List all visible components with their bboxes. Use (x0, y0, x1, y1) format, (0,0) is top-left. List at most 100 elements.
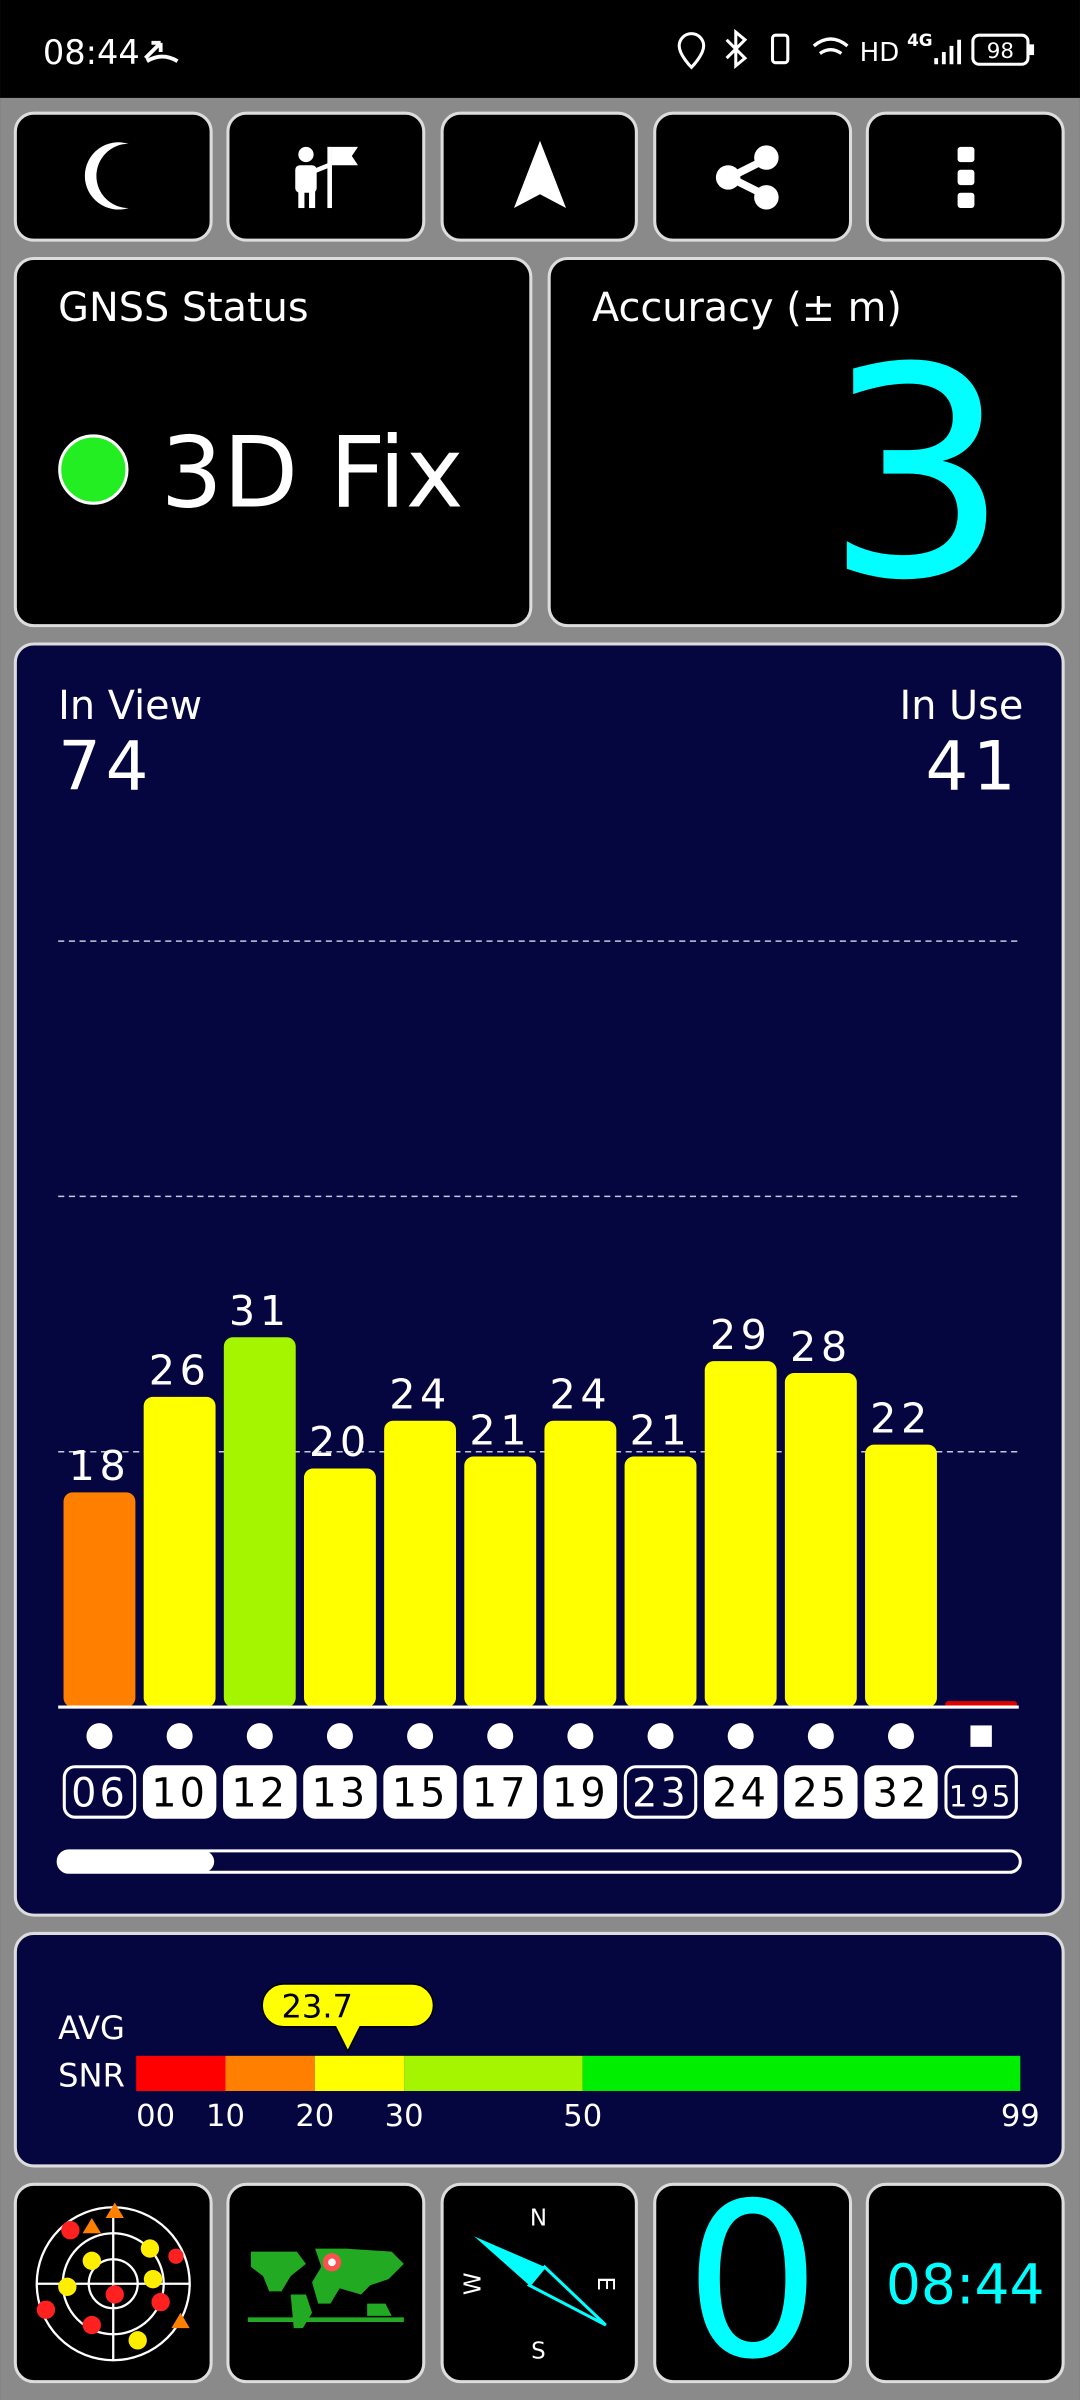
snr-tick-label: 20 (295, 2099, 334, 2134)
satellite-id-box (303, 1765, 377, 1819)
bar (544, 1420, 617, 1708)
snr-tick-label: 10 (206, 2099, 245, 2134)
constellation-marker (887, 1723, 914, 1750)
compass-east: E (592, 2276, 618, 2291)
navigate-icon (513, 140, 567, 209)
snr-segment (225, 2055, 315, 2092)
value-label: 26 (149, 1347, 211, 1395)
avg-marker (261, 1983, 435, 2053)
status-time: 08:44 (43, 33, 140, 72)
battery-outline (971, 33, 1030, 66)
constellation-marker (326, 1723, 353, 1750)
compass-needle-north (474, 2236, 545, 2286)
snr-scale: 00 10 20 30 50 99 23.7 (136, 1983, 1040, 2134)
satellite-id-box (223, 1765, 297, 1819)
bar (143, 1396, 216, 1708)
value-label: 22 (870, 1394, 932, 1442)
satellite-id: 25 (792, 1771, 849, 1817)
value-label: 24 (389, 1370, 451, 1418)
satellite-id: 13 (312, 1771, 369, 1817)
compass-north: N (530, 2206, 547, 2232)
share-icon (715, 145, 779, 210)
satellite-id-box (543, 1765, 618, 1819)
satellite-id-box (864, 1765, 938, 1819)
counter-tile[interactable] (653, 2182, 853, 2384)
satellite-id: 23 (632, 1771, 689, 1817)
toolbar (13, 111, 1065, 242)
gnss-status-card (13, 256, 533, 628)
menu-icon (957, 146, 975, 209)
counter-value: 0 (685, 2157, 821, 2400)
bar (303, 1468, 376, 1708)
scroll-thumb[interactable] (58, 1850, 215, 1873)
survey-icon (295, 146, 358, 209)
bar (384, 1420, 457, 1708)
satellite-id-box (784, 1765, 858, 1819)
satellite-id-box (623, 1765, 698, 1819)
constellation-marker (807, 1723, 834, 1750)
sky-plot-icon (35, 2202, 191, 2362)
satellite-id: 06 (71, 1771, 128, 1817)
constellation-marker (567, 1723, 594, 1750)
share-button[interactable] (653, 111, 853, 242)
snr-tick-label: 00 (136, 2099, 175, 2134)
snr-segment (314, 2055, 405, 2092)
bluetooth-icon (725, 28, 748, 70)
satellite-id-box (62, 1765, 137, 1819)
fix-status: 3D Fix (161, 416, 464, 530)
value-label: 31 (229, 1287, 291, 1335)
satellite-id: 17 (472, 1771, 529, 1817)
compass-west: W (460, 2272, 486, 2295)
battery-tip (1029, 44, 1035, 56)
signal-icon (934, 39, 962, 65)
in-view-count: 74 (58, 727, 153, 805)
bar (784, 1373, 857, 1708)
value-label: 18 (69, 1442, 131, 1490)
wifi-icon (812, 37, 849, 55)
satellite-id: 10 (151, 1771, 208, 1817)
bar (464, 1456, 537, 1708)
survey-button[interactable] (226, 111, 426, 242)
moon-icon (84, 142, 129, 210)
gnss-status-title: GNSS Status (58, 285, 308, 331)
snr-tick-label: 50 (563, 2099, 602, 2134)
accuracy-title: Accuracy (± m) (592, 285, 902, 331)
call-icon (144, 40, 179, 63)
snr-segment (404, 2055, 583, 2092)
value-label: 20 (309, 1418, 371, 1466)
satellite-id: 195 (949, 1780, 1014, 1814)
clock-time: 08:44 (886, 2253, 1045, 2317)
battery-level: 98 (987, 39, 1014, 64)
constellation-marker (487, 1723, 514, 1750)
bar (223, 1337, 296, 1708)
in-use-label: In Use (899, 683, 1023, 729)
compass-south: S (531, 2339, 546, 2365)
constellation-marker (166, 1723, 193, 1750)
vibrate-icon (770, 33, 790, 65)
snr-label-bottom: SNR (58, 2056, 125, 2094)
satellite-id-box (463, 1765, 537, 1819)
constellation-marker (407, 1723, 434, 1750)
satellite-id: 24 (712, 1771, 769, 1817)
in-view-label: In View (58, 683, 202, 729)
constellation-marker (727, 1723, 754, 1750)
satellite-id: 32 (873, 1771, 930, 1817)
night-mode-button[interactable] (13, 111, 213, 242)
clock-tile[interactable] (865, 2182, 1065, 2384)
status-bar (0, 0, 1080, 98)
satellite-id: 19 (552, 1771, 609, 1817)
satellite-id-box (142, 1765, 217, 1819)
snr-segment (582, 2055, 1021, 2092)
fix-indicator (58, 434, 129, 505)
constellation-marker (970, 1725, 992, 1747)
accuracy-value: 3 (825, 305, 1010, 644)
bar (865, 1444, 937, 1708)
snr-tick-label: 30 (385, 2099, 424, 2134)
constellation-marker (246, 1723, 273, 1750)
satellite-id-box (703, 1765, 778, 1819)
snr-label-top: AVG (58, 2009, 125, 2047)
in-use-count: 41 (925, 727, 1020, 805)
value-label: 21 (469, 1406, 531, 1454)
value-label: 24 (550, 1370, 612, 1418)
